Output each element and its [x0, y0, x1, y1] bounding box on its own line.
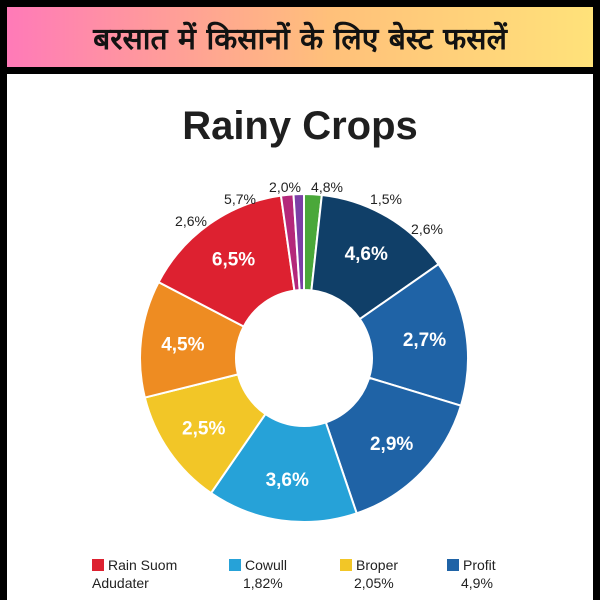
legend-swatch	[340, 559, 352, 571]
slice-outer-label: 2,0%	[269, 179, 301, 195]
legend-swatch	[92, 559, 104, 571]
slice-value-label: 2,5%	[182, 418, 225, 439]
slice-outer-label: 4,8%	[311, 179, 343, 195]
legend-label: Cowull	[245, 557, 288, 573]
donut-slice	[292, 192, 305, 292]
legend-sublabel: Adudater	[92, 575, 149, 591]
legend-label: Rain Suom	[108, 557, 178, 573]
legend-item: Rain Suom Adudater	[92, 556, 177, 592]
legend-sublabel: 4,9%	[461, 575, 493, 591]
banner-title: बरसात में किसानों के लिए बेस्ट फसलें	[93, 21, 507, 57]
legend-item: Cowull 1,82%	[229, 556, 287, 592]
legend: Rain Suom Adudater Cowull 1,82% Broper 2…	[7, 556, 593, 600]
donut-chart: 4,6% 2,7% 2,9% 3,6% 2,5% 4,5% 6,5% 4,8% 1,5% 2,6%…	[139, 179, 469, 523]
slice-outer-label: 2,6%	[411, 221, 443, 237]
legend-label: Profit	[463, 557, 496, 573]
legend-sublabel: 2,05%	[354, 575, 394, 591]
chart-panel: Rainy Crops 4,6% 2,7% 2,9% 3,6% 2,5% 4,5% 6,5%…	[7, 74, 593, 600]
legend-label: Broper	[356, 557, 399, 573]
slice-outer-label: 5,7%	[224, 191, 256, 207]
donut-slice	[310, 193, 440, 321]
title-banner: बरसात में किसानों के लिए बेस्ट फसलें	[7, 7, 593, 67]
donut-slice	[358, 262, 469, 407]
slice-outer-label: 1,5%	[370, 191, 402, 207]
chart-title: Rainy Crops	[182, 104, 418, 148]
slice-value-label: 3,6%	[266, 470, 309, 491]
slice-value-label: 4,5%	[161, 335, 204, 356]
slice-outer-label: 2,6%	[175, 213, 207, 229]
legend-sublabel: 1,82%	[243, 575, 283, 591]
slice-value-label: 6,5%	[212, 249, 255, 270]
legend-item: Broper 2,05%	[340, 556, 398, 592]
legend-swatch	[229, 559, 241, 571]
slice-value-label: 2,9%	[370, 434, 413, 455]
donut-slice	[324, 376, 463, 515]
slice-value-label: 4,6%	[345, 244, 388, 265]
legend-swatch	[447, 559, 459, 571]
donut-slice	[157, 194, 296, 328]
slice-value-label: 2,7%	[403, 330, 446, 351]
legend-item: Profit 4,9%	[447, 556, 496, 592]
